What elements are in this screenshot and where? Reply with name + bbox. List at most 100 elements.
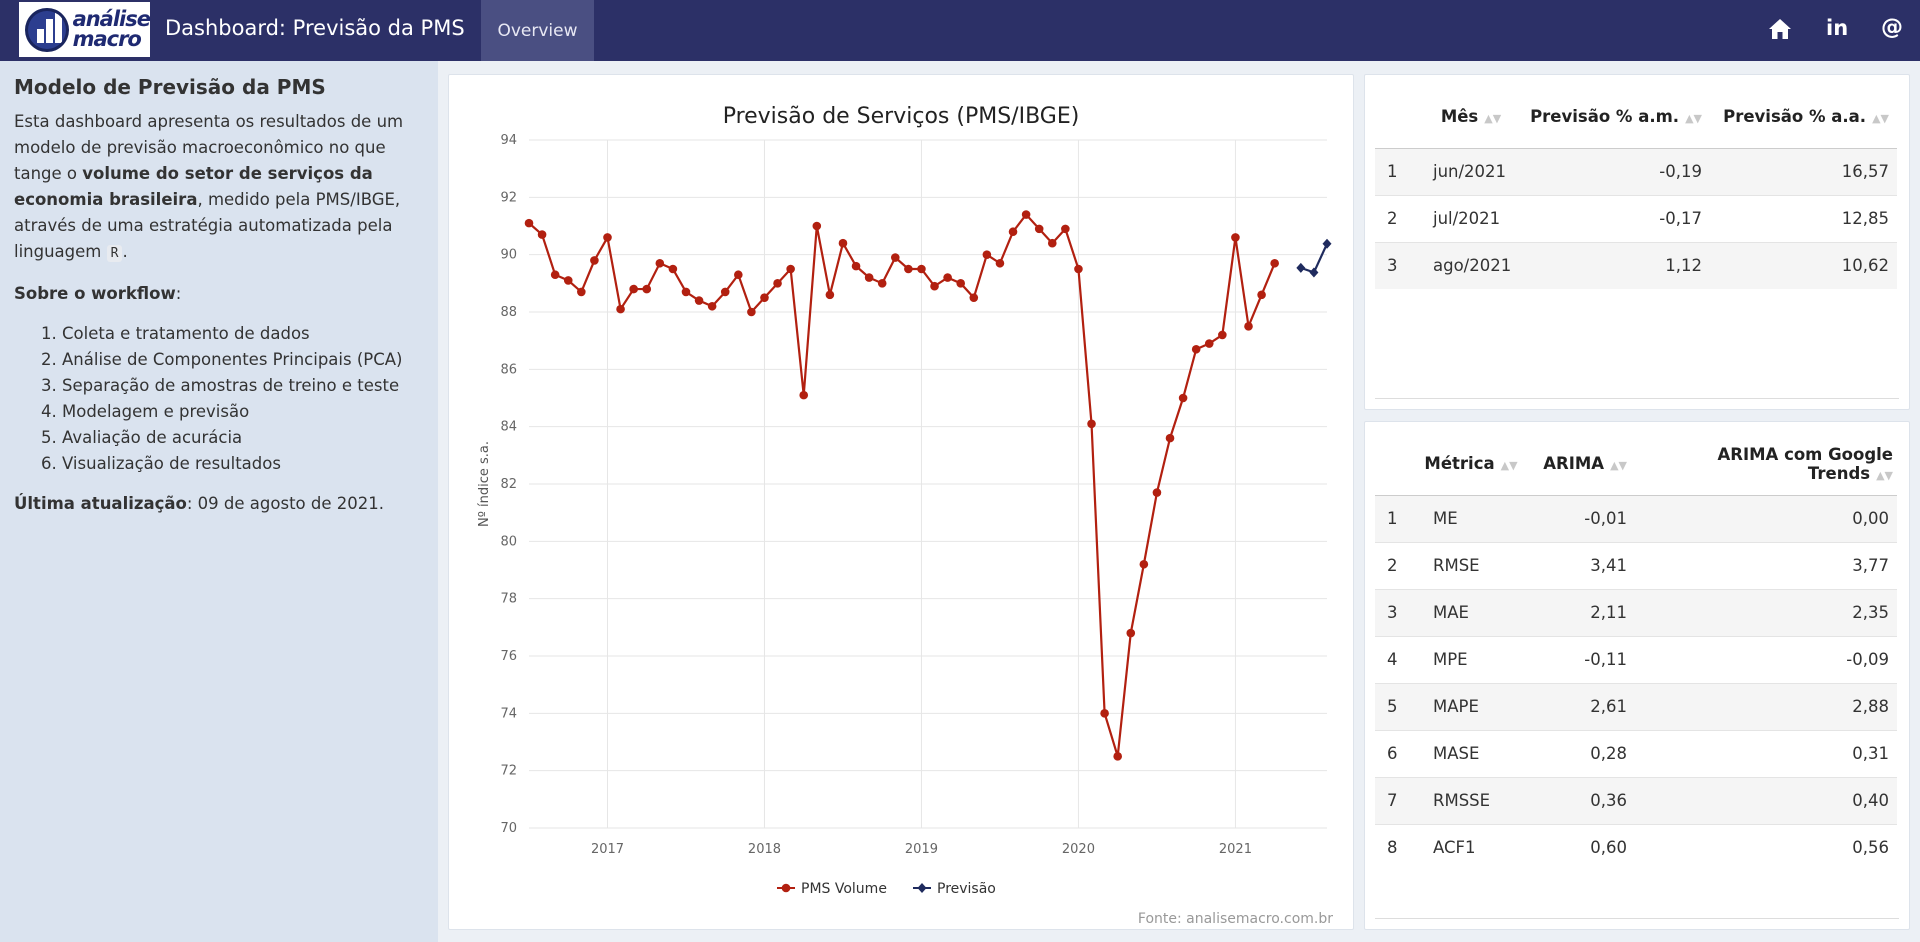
data-point-pms-volume — [982, 250, 992, 259]
table-cell: 0,36 — [1521, 776, 1631, 824]
tab-overview[interactable]: Overview — [481, 0, 594, 61]
data-point-pms-volume — [694, 296, 704, 305]
legend-item: Previsão — [937, 881, 996, 897]
data-point-pms-volume — [603, 233, 612, 242]
email-icon[interactable]: @ — [1881, 15, 1903, 40]
table-row[interactable]: 1 jun/2021 -0,19 16,57 — [1375, 147, 1897, 195]
table-cell: 16,57 — [1706, 147, 1897, 195]
y-tick-label: 88 — [500, 305, 517, 320]
table-row[interactable]: 2 jul/2021 -0,17 12,85 — [1375, 194, 1897, 242]
x-tick-label: 2020 — [1062, 842, 1095, 857]
y-tick-label: 92 — [500, 190, 517, 205]
table-cell: 8 — [1375, 823, 1421, 871]
line-chart[interactable]: 70 72 74 76 78 80 82 84 86 88 90 92 94 2017 2018 2019 20… — [449, 75, 1355, 931]
data-point-pms-volume — [577, 287, 586, 297]
data-point-pms-volume — [1139, 559, 1149, 569]
table-cell: 0,31 — [1631, 729, 1897, 777]
sort-icon[interactable]: ▲▼ — [1484, 112, 1502, 126]
data-point-pms-volume — [1061, 224, 1070, 234]
logo-text-bottom: macro — [72, 26, 142, 51]
sort-icon[interactable]: ▲▼ — [1872, 112, 1889, 126]
data-point-pms-volume — [616, 304, 625, 314]
table-row[interactable]: 6 MASE 0,28 0,31 — [1375, 729, 1897, 777]
sort-icon[interactable]: ▲▼ — [1876, 468, 1893, 482]
table-cell: -0,01 — [1521, 494, 1631, 542]
data-point-pms-volume — [629, 284, 638, 294]
table-cell: -0,11 — [1521, 635, 1631, 683]
data-point-pms-volume — [786, 264, 795, 274]
table-cell: MAPE — [1421, 682, 1521, 730]
sort-icon[interactable]: ▲▼ — [1685, 112, 1702, 126]
col-header-previsao-aa[interactable]: Previsão % a.a. ▲▼ — [1706, 86, 1897, 149]
linkedin-icon[interactable]: in — [1826, 16, 1849, 40]
data-point-pms-volume — [1257, 290, 1266, 300]
data-point-pms-volume — [1231, 233, 1240, 242]
intro-bold-text: volume do setor de serviços da economia … — [14, 164, 373, 209]
chart-source: Fonte: analisemacro.com.br — [1137, 911, 1333, 927]
table-row[interactable]: 2 RMSE 3,41 3,77 — [1375, 541, 1897, 589]
brand-logo[interactable]: análise macro — [19, 2, 151, 57]
col-header-mes[interactable]: Mês ▲▼ — [1421, 86, 1521, 149]
metrics-table-card: Métrica ▲▼ ARIMA ▲▼ ARIMA com Google Trend… — [1364, 421, 1910, 930]
forecast-table-card: Mês ▲▼ Previsão % a.m. ▲▼ Previsão % a.a. ▲… — [1364, 74, 1910, 410]
table-row[interactable]: 5 MAPE 2,61 2,88 — [1375, 682, 1897, 730]
data-point-pms-volume — [773, 279, 782, 288]
sidebar-intro: Esta dashboard apresenta os resultados d… — [14, 112, 404, 262]
data-point-pms-volume — [904, 264, 913, 274]
table-cell: 10,62 — [1706, 241, 1897, 289]
data-point-pms-volume — [1100, 709, 1109, 718]
table-cell: 3 — [1375, 588, 1421, 636]
table-cell: 3 — [1375, 241, 1421, 289]
data-point-pms-volume — [734, 270, 743, 280]
data-point-pms-volume — [877, 279, 887, 288]
data-point-pms-volume — [969, 293, 979, 302]
data-point-pms-volume — [851, 261, 861, 271]
table-cell: ago/2021 — [1421, 241, 1521, 289]
table-cell: RMSE — [1421, 541, 1521, 589]
table-cell: ME — [1421, 494, 1521, 542]
data-point-pms-volume — [642, 284, 652, 294]
home-icon[interactable] — [1768, 18, 1792, 45]
data-point-pms-volume — [1008, 227, 1018, 237]
sort-icon[interactable]: ▲▼ — [1500, 459, 1518, 473]
data-point-pms-volume — [563, 276, 573, 285]
table-row[interactable]: 3 ago/2021 1,12 10,62 — [1375, 241, 1897, 289]
col-header-arima[interactable]: ARIMA ▲▼ — [1521, 433, 1631, 496]
table-row[interactable]: 8 ACF1 0,60 0,56 — [1375, 823, 1897, 871]
table-header-row: Mês ▲▼ Previsão % a.m. ▲▼ Previsão % a.a. ▲… — [1375, 86, 1897, 149]
y-tick-label: 90 — [500, 248, 517, 263]
table-cell: 7 — [1375, 776, 1421, 824]
col-header-previsao-am[interactable]: Previsão % a.m. ▲▼ — [1521, 86, 1706, 149]
data-point-pms-volume — [720, 287, 730, 297]
workflow-step: Coleta e tratamento de dados — [62, 321, 424, 347]
table-row[interactable]: 1 ME -0,01 0,00 — [1375, 494, 1897, 542]
x-tick-label: 2017 — [591, 842, 624, 857]
col-header-arima-trends[interactable]: ARIMA com Google Trends ▲▼ — [1631, 433, 1897, 496]
table-cell: 0,00 — [1631, 494, 1897, 542]
col-header-metrica[interactable]: Métrica ▲▼ — [1421, 433, 1521, 496]
chart-title: Previsão de Serviços (PMS/IBGE) — [722, 104, 1080, 129]
table-cell: 5 — [1375, 682, 1421, 730]
table-row[interactable]: 4 MPE -0,11 -0,09 — [1375, 635, 1897, 683]
table-cell: 0,56 — [1631, 823, 1897, 871]
sort-icon[interactable]: ▲▼ — [1610, 459, 1627, 473]
data-point-pms-volume — [890, 253, 900, 262]
workflow-steps-list: Coleta e tratamento de dados Análise de … — [62, 321, 424, 477]
table-row[interactable]: 3 MAE 2,11 2,35 — [1375, 588, 1897, 636]
y-tick-label: 80 — [500, 534, 517, 549]
table-cell: 2 — [1375, 194, 1421, 242]
data-point-pms-volume — [1191, 344, 1201, 354]
data-point-previsao — [1296, 262, 1306, 273]
y-tick-label: 78 — [500, 592, 517, 607]
forecast-table: Mês ▲▼ Previsão % a.m. ▲▼ Previsão % a.a. ▲… — [1375, 86, 1897, 289]
data-point-pms-volume — [812, 221, 822, 231]
legend-item: PMS Volume — [801, 881, 887, 897]
x-tick-label: 2018 — [748, 842, 781, 857]
data-point-pms-volume — [707, 301, 717, 311]
legend-marker — [781, 883, 791, 893]
y-tick-label: 76 — [500, 649, 517, 664]
data-point-previsao — [1309, 267, 1319, 278]
table-row[interactable]: 7 RMSSE 0,36 0,40 — [1375, 776, 1897, 824]
data-point-pms-volume — [668, 264, 678, 274]
workflow-label: Sobre o workflow: — [14, 284, 182, 303]
